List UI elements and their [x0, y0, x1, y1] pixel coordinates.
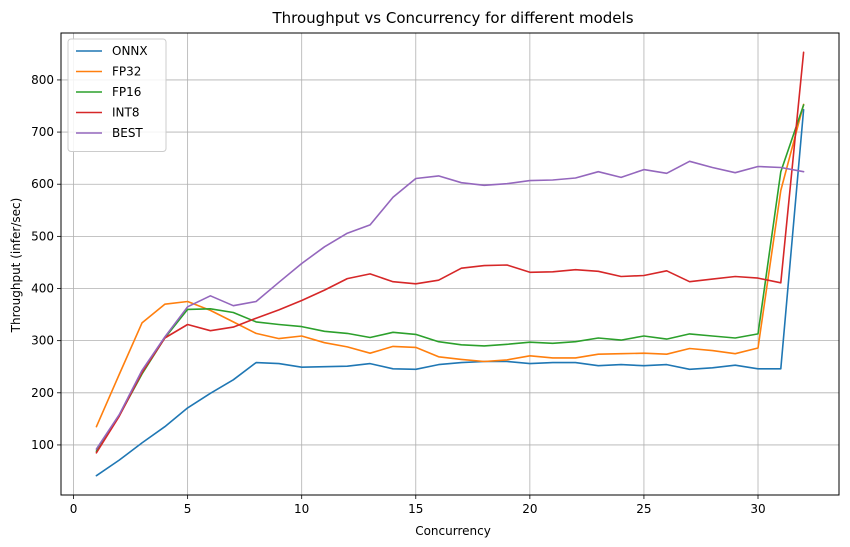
- y-tick-label: 800: [31, 73, 54, 87]
- y-tick-label: 500: [31, 229, 54, 243]
- series-line-int8: [95, 51, 805, 454]
- x-tick-label: 10: [294, 502, 309, 516]
- x-tick-label: 20: [522, 502, 537, 516]
- y-tick-label: 100: [31, 438, 54, 452]
- series-line-best: [95, 160, 805, 450]
- plot-lines: [95, 51, 805, 477]
- x-axis-label: Concurrency: [415, 524, 491, 538]
- legend-label-best: BEST: [112, 126, 143, 140]
- x-tick-label: 30: [750, 502, 765, 516]
- series-line-fp32: [95, 103, 805, 428]
- grid: [61, 33, 839, 495]
- x-tick-label: 25: [636, 502, 651, 516]
- y-tick-label: 600: [31, 177, 54, 191]
- legend-label-int8: INT8: [112, 106, 139, 120]
- y-axis-label: Throughput (infer/sec): [9, 198, 23, 334]
- legend-label-onnx: ONNX: [112, 44, 148, 58]
- plot-frame: [60, 32, 840, 496]
- x-tick-label: 15: [408, 502, 423, 516]
- series-line-fp16: [95, 104, 805, 453]
- x-tick-label: 0: [70, 502, 78, 516]
- y-tick-label: 700: [31, 125, 54, 139]
- x-tick-label: 5: [184, 502, 192, 516]
- legend-box: [67, 38, 167, 152]
- series-line-onnx: [95, 108, 805, 477]
- legend: ONNX FP32 FP16 INT8 BEST: [67, 38, 167, 152]
- legend-label-fp16: FP16: [112, 85, 141, 99]
- y-tick-label: 300: [31, 334, 54, 348]
- ticks: 0 5 10 15 20 25 30 100 200 300 400 500 600 700 800: [31, 73, 766, 516]
- legend-label-fp32: FP32: [112, 65, 141, 79]
- chart-title: Throughput vs Concurrency for different …: [271, 9, 633, 27]
- y-tick-label: 200: [31, 386, 54, 400]
- y-tick-label: 400: [31, 282, 54, 296]
